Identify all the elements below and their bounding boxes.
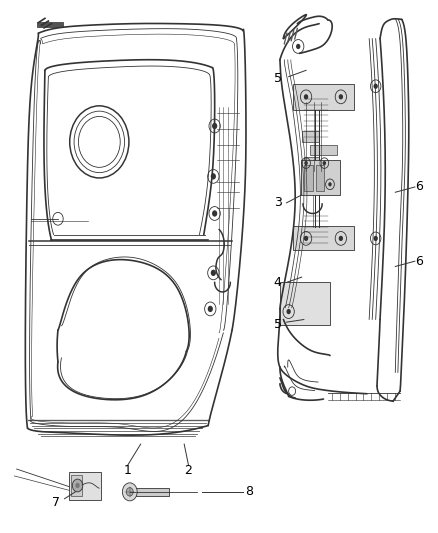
Text: 6: 6 [415, 181, 423, 193]
Text: 1: 1 [124, 464, 131, 477]
Circle shape [304, 161, 308, 165]
Bar [37, 21, 63, 27]
Circle shape [212, 211, 217, 216]
Text: 8: 8 [245, 486, 254, 498]
Bar [301, 160, 340, 195]
Circle shape [72, 479, 83, 492]
Text: 4: 4 [274, 276, 282, 289]
Circle shape [304, 94, 308, 100]
Bar [302, 131, 319, 142]
Text: 5: 5 [274, 72, 282, 85]
Circle shape [322, 161, 326, 165]
Circle shape [328, 182, 332, 187]
Circle shape [208, 306, 213, 312]
Text: 3: 3 [274, 196, 282, 209]
FancyBboxPatch shape [280, 282, 330, 325]
Circle shape [211, 270, 216, 276]
Circle shape [339, 236, 343, 241]
Circle shape [122, 483, 137, 501]
Circle shape [212, 123, 217, 129]
Text: 5: 5 [274, 318, 282, 332]
Circle shape [339, 94, 343, 100]
Text: 6: 6 [415, 255, 423, 268]
Circle shape [304, 236, 308, 241]
Circle shape [75, 483, 80, 488]
Bar [130, 488, 169, 496]
Circle shape [374, 236, 378, 241]
Polygon shape [69, 472, 102, 500]
Bar [304, 157, 319, 166]
Text: 7: 7 [52, 496, 60, 509]
Circle shape [126, 488, 133, 496]
Circle shape [374, 84, 378, 89]
FancyBboxPatch shape [293, 84, 354, 110]
Circle shape [286, 309, 291, 314]
Bar [304, 165, 313, 191]
Text: 2: 2 [184, 464, 192, 477]
Bar [71, 475, 82, 496]
Circle shape [211, 173, 216, 180]
Bar [311, 144, 336, 155]
Circle shape [296, 44, 300, 49]
Bar [316, 165, 324, 191]
FancyBboxPatch shape [293, 226, 354, 250]
